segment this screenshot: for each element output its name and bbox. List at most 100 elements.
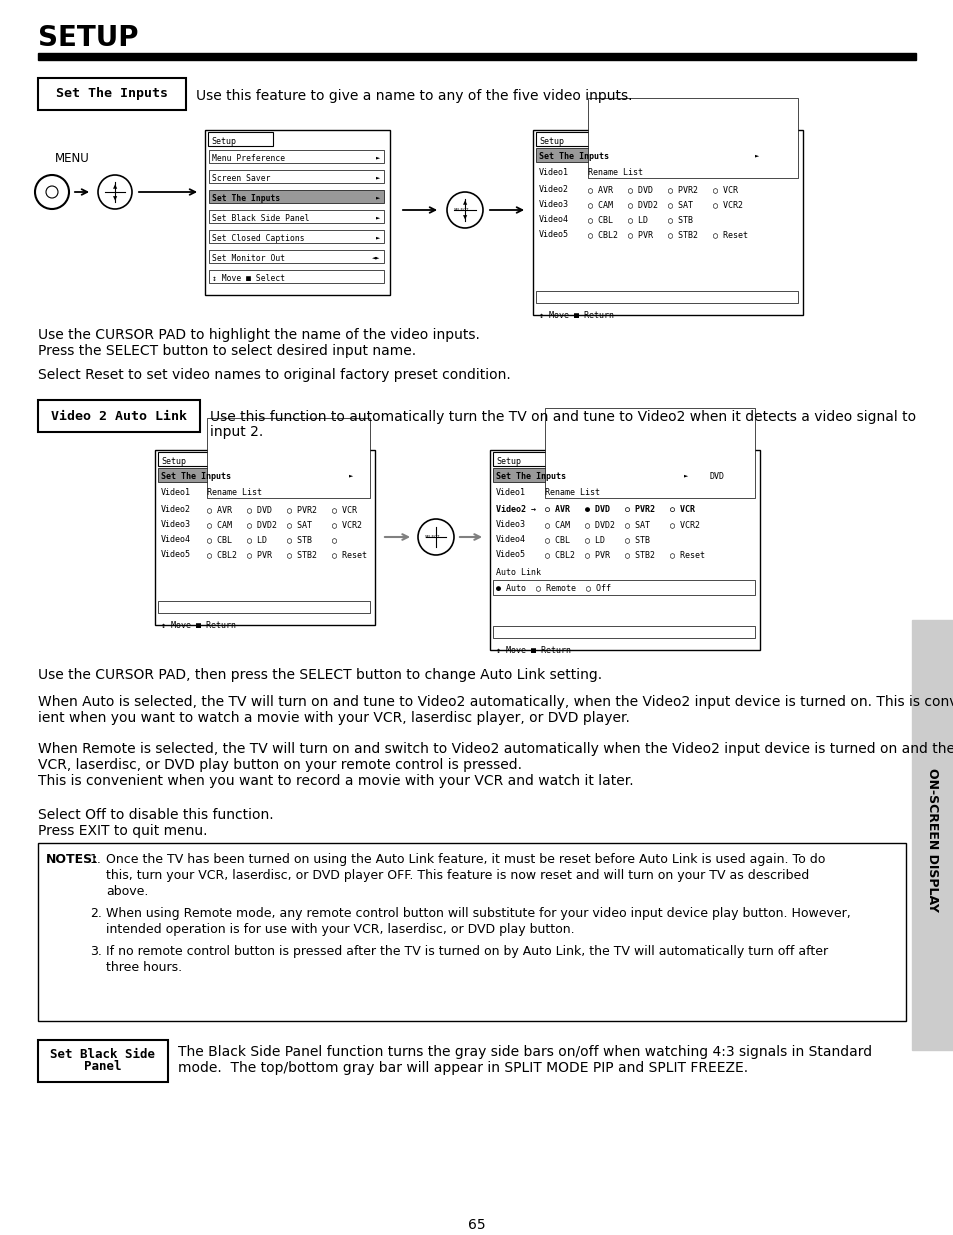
Text: SELECT: SELECT [425, 535, 440, 538]
Text: Screen Saver: Screen Saver [212, 174, 271, 183]
Text: Set Monitor Out: Set Monitor Out [212, 254, 285, 263]
Text: ○ CAM   ○ DVD2  ○ SAT    ○ VCR2: ○ CAM ○ DVD2 ○ SAT ○ VCR2 [544, 520, 700, 529]
Text: ▲: ▲ [112, 184, 117, 189]
Text: Set The Inputs: Set The Inputs [538, 152, 608, 161]
Text: Rename List: Rename List [587, 168, 642, 177]
Bar [38, 78, 186, 110]
Text: 65: 65 [468, 1218, 485, 1233]
Bar [205, 130, 390, 295]
Text: ○ CBL   ○ LD    ○ STB    ○: ○ CBL ○ LD ○ STB ○ [207, 535, 336, 543]
Bar [209, 249, 384, 263]
Text: Use the CURSOR PAD, then press the SELECT button to change Auto Link setting.: Use the CURSOR PAD, then press the SELEC… [38, 668, 601, 682]
Text: ►: ► [375, 174, 380, 180]
Text: Press EXIT to quit menu.: Press EXIT to quit menu. [38, 824, 208, 839]
Text: MENU: MENU [54, 152, 90, 165]
Text: Select Off to disable this function.: Select Off to disable this function. [38, 808, 274, 823]
Text: Set The Inputs: Set The Inputs [212, 194, 280, 203]
Text: Select Reset to set video names to original factory preset condition.: Select Reset to set video names to origi… [38, 368, 510, 382]
Bar [38, 400, 200, 432]
Text: Video1: Video1 [161, 488, 191, 496]
Text: Use this feature to give a name to any of the five video inputs.: Use this feature to give a name to any o… [195, 89, 632, 103]
Text: ○ CAM   ○ DVD2  ○ SAT    ○ VCR2: ○ CAM ○ DVD2 ○ SAT ○ VCR2 [587, 200, 742, 209]
Text: Set Black Side: Set Black Side [51, 1049, 155, 1062]
Text: ○ CBL2  ○ PVR   ○ STB2   ○ Reset: ○ CBL2 ○ PVR ○ STB2 ○ Reset [207, 550, 367, 559]
Text: ►: ► [375, 233, 380, 240]
Text: ◄►: ◄► [372, 254, 380, 261]
Text: SETUP: SETUP [38, 23, 138, 52]
Text: Setup: Setup [211, 137, 235, 146]
Text: Setup: Setup [161, 457, 186, 466]
Text: 2.: 2. [90, 906, 102, 920]
Text: This is convenient when you want to record a movie with your VCR and watch it la: This is convenient when you want to reco… [38, 774, 633, 788]
Bar [208, 132, 273, 146]
Text: Video2 →: Video2 → [496, 505, 536, 514]
Text: ○ AVR   ● DVD   ○ PVR2   ○ VCR: ○ AVR ● DVD ○ PVR2 ○ VCR [544, 505, 695, 514]
Text: Setup: Setup [538, 137, 563, 146]
Text: VCR, laserdisc, or DVD play button on your remote control is pressed.: VCR, laserdisc, or DVD play button on yo… [38, 758, 521, 772]
Text: Video4: Video4 [538, 215, 568, 224]
Bar [536, 291, 797, 303]
Text: Video5: Video5 [161, 550, 191, 559]
Text: ►: ► [683, 472, 687, 478]
Text: NOTES:: NOTES: [46, 853, 98, 866]
Bar [544, 408, 754, 498]
Bar [536, 132, 610, 146]
Text: ►: ► [375, 154, 380, 161]
Text: input 2.: input 2. [210, 425, 263, 438]
Bar [158, 468, 343, 482]
Bar [38, 844, 905, 1021]
Text: Setup: Setup [496, 457, 520, 466]
Text: ON-SCREEN DISPLAY: ON-SCREEN DISPLAY [925, 768, 939, 911]
Text: ○ CAM   ○ DVD2  ○ SAT    ○ VCR2: ○ CAM ○ DVD2 ○ SAT ○ VCR2 [207, 520, 361, 529]
Text: If no remote control button is pressed after the TV is turned on by Auto Link, t: If no remote control button is pressed a… [106, 945, 827, 958]
Text: Use this function to automatically turn the TV on and tune to Video2 when it det: Use this function to automatically turn … [210, 410, 915, 424]
Bar [209, 230, 384, 243]
Bar [158, 452, 228, 466]
Text: intended operation is for use with your VCR, laserdisc, or DVD play button.: intended operation is for use with your … [106, 923, 574, 936]
Text: SELECT: SELECT [454, 207, 469, 212]
Bar [493, 468, 678, 482]
Bar [536, 148, 750, 162]
Text: ▼: ▼ [112, 196, 117, 201]
Bar [493, 452, 567, 466]
Text: ►: ► [375, 214, 380, 220]
Text: Panel: Panel [84, 1061, 122, 1073]
Text: When using Remote mode, any remote control button will substitute for your video: When using Remote mode, any remote contr… [106, 906, 850, 920]
Bar [209, 170, 384, 183]
Text: Rename List: Rename List [544, 488, 599, 496]
Text: ○ AVR   ○ DVD   ○ PVR2   ○ VCR: ○ AVR ○ DVD ○ PVR2 ○ VCR [587, 185, 738, 194]
Text: ►: ► [349, 472, 353, 478]
Bar [911, 620, 953, 1050]
Text: this, turn your VCR, laserdisc, or DVD player OFF. This feature is now reset and: this, turn your VCR, laserdisc, or DVD p… [106, 869, 808, 882]
Text: ○ CBL2  ○ PVR   ○ STB2   ○ Reset: ○ CBL2 ○ PVR ○ STB2 ○ Reset [544, 550, 704, 559]
Text: ↕ Move ■ Return: ↕ Move ■ Return [496, 646, 571, 655]
Bar [154, 450, 375, 625]
Text: Video 2 Auto Link: Video 2 Auto Link [51, 410, 187, 422]
Text: ○ AVR   ○ DVD   ○ PVR2   ○ VCR: ○ AVR ○ DVD ○ PVR2 ○ VCR [207, 505, 356, 514]
Text: Video1: Video1 [538, 168, 568, 177]
Bar [209, 270, 384, 283]
Bar [209, 210, 384, 224]
Text: When Remote is selected, the TV will turn on and switch to Video2 automatically : When Remote is selected, the TV will tur… [38, 742, 953, 756]
Text: ►: ► [375, 194, 380, 200]
Text: ▲: ▲ [462, 200, 467, 205]
Text: ▼: ▼ [462, 215, 467, 220]
Bar [490, 450, 760, 650]
Text: mode.  The top/bottom gray bar will appear in SPLIT MODE PIP and SPLIT FREEZE.: mode. The top/bottom gray bar will appea… [178, 1061, 747, 1074]
Text: When Auto is selected, the TV will turn on and tune to Video2 automatically, whe: When Auto is selected, the TV will turn … [38, 695, 953, 709]
Text: above.: above. [106, 885, 149, 898]
Text: Set Closed Captions: Set Closed Captions [212, 233, 304, 243]
Text: ○ CBL2  ○ PVR   ○ STB2   ○ Reset: ○ CBL2 ○ PVR ○ STB2 ○ Reset [587, 230, 747, 240]
Text: ►: ► [754, 152, 759, 158]
Text: Set Black Side Panel: Set Black Side Panel [212, 214, 309, 224]
Bar [493, 580, 754, 595]
Text: Video2: Video2 [161, 505, 191, 514]
Text: Set The Inputs: Set The Inputs [496, 472, 565, 480]
Text: Rename List: Rename List [207, 488, 262, 496]
Text: ↕ Move ■ Return: ↕ Move ■ Return [161, 621, 235, 630]
Text: Video4: Video4 [496, 535, 525, 543]
Text: 1.: 1. [90, 853, 102, 866]
Bar [209, 149, 384, 163]
Text: Video1: Video1 [496, 488, 525, 496]
Text: Video5: Video5 [496, 550, 525, 559]
